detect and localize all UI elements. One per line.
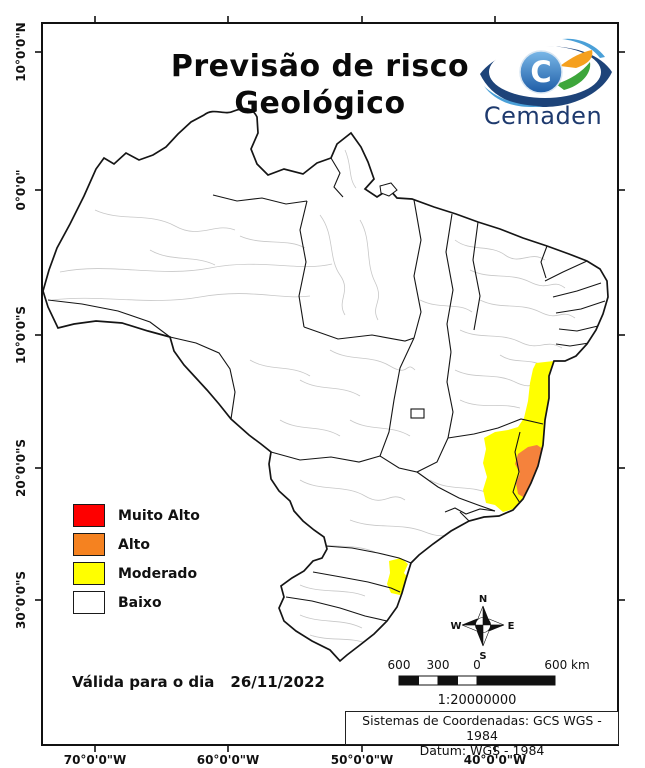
validity-label: Válida para o dia xyxy=(72,673,215,691)
scale-label-300: 300 xyxy=(427,658,450,672)
legend-swatch-baixo xyxy=(73,591,105,614)
brazil-border xyxy=(42,107,609,663)
cemaden-wordmark: Cemaden xyxy=(483,102,603,130)
legend-item-moderado: Moderado xyxy=(73,562,200,585)
compass-east-label: E xyxy=(508,621,515,632)
lat-label-10n: 10°0'0"N xyxy=(14,22,28,82)
state-borders xyxy=(47,157,606,622)
scale-bar xyxy=(398,675,556,686)
distrito-federal xyxy=(410,408,425,419)
lon-label-70w: 70°0'0"W xyxy=(63,753,127,767)
risk-legend: Muito Alto Alto Moderado Baixo xyxy=(73,504,200,620)
legend-label-moderado: Moderado xyxy=(118,565,198,582)
scale-ratio: 1:20000000 xyxy=(438,693,517,708)
compass-rose xyxy=(461,605,505,647)
legend-label-alto: Alto xyxy=(118,536,150,553)
scale-label-600-left: 600 xyxy=(388,658,411,672)
lat-label-10s: 10°0'0"S xyxy=(14,306,28,364)
frame-ticks xyxy=(35,16,625,752)
cemaden-logo-letter: C xyxy=(530,55,551,89)
lat-label-30s: 30°0'0"S xyxy=(14,571,28,629)
legend-swatch-muito-alto xyxy=(73,504,105,527)
compass-west-label: W xyxy=(450,621,461,632)
risk-region-moderado-east xyxy=(483,361,565,512)
lat-label-0: 0°0'0" xyxy=(14,169,28,211)
lon-label-50w: 50°0'0"W xyxy=(330,753,394,767)
legend-item-alto: Alto xyxy=(73,533,200,556)
map-frame xyxy=(41,22,619,746)
compass-north-label: N xyxy=(479,594,487,605)
legend-item-muito-alto: Muito Alto xyxy=(73,504,200,527)
lon-label-40w: 40°0'0"W xyxy=(463,753,527,767)
legend-label-baixo: Baixo xyxy=(118,594,162,611)
validity-note: Válida para o dia 26/11/2022 xyxy=(72,673,325,691)
lon-label-60w: 60°0'0"W xyxy=(196,753,260,767)
legend-swatch-alto xyxy=(73,533,105,556)
title-line-2: Geológico xyxy=(234,86,406,121)
scale-label-0: 0 xyxy=(473,658,481,672)
validity-date: 26/11/2022 xyxy=(230,673,325,691)
datum-text: Datum: WGS - 1984 xyxy=(419,743,545,758)
brazil-outline xyxy=(43,108,608,662)
marajo-island xyxy=(379,182,398,197)
cemaden-logo-icon: C xyxy=(480,38,612,108)
lat-label-20s: 20°0'0"S xyxy=(14,439,28,497)
title-line-1: Previsão de risco xyxy=(170,49,470,84)
scale-label-600-right: 600 km xyxy=(544,658,589,672)
legend-label-muito-alto: Muito Alto xyxy=(118,507,200,524)
compass-south-label: S xyxy=(479,651,486,662)
legend-item-baixo: Baixo xyxy=(73,591,200,614)
coordinate-system-text: Sistemas de Coordenadas: GCS WGS - 1984 xyxy=(362,713,602,743)
coordinate-system-box: Sistemas de Coordenadas: GCS WGS - 1984 … xyxy=(345,711,619,758)
page-title: Previsão de risco Geológico xyxy=(150,48,490,122)
legend-swatch-moderado xyxy=(73,562,105,585)
risk-region-moderado-santa-catarina xyxy=(387,558,409,595)
